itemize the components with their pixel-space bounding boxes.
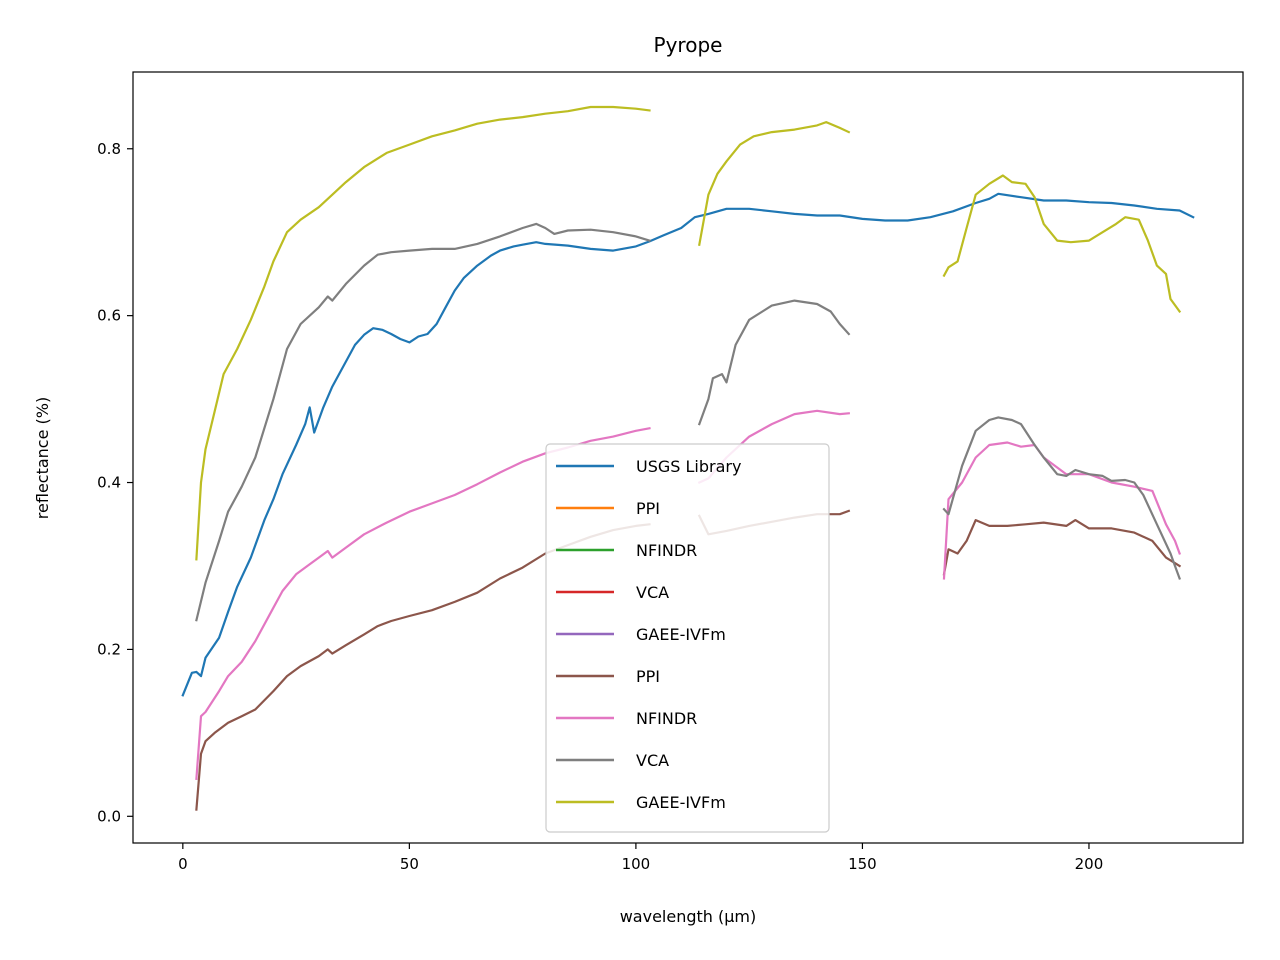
series-line-5-segment-2 [942,519,1182,576]
series-line-8-segment-0 [195,105,651,561]
series-line-8-segment-1 [698,121,851,246]
legend-label: USGS Library [636,457,741,476]
y-axis-label: reflectance (%) [33,397,52,519]
x-tick-label: 100 [622,855,651,873]
legend-box [545,443,830,833]
x-tick-label: 50 [400,855,419,873]
x-tick-label: 150 [848,855,877,873]
chart-title: Pyrope [654,33,723,57]
legend-label: PPI [636,499,660,518]
x-axis-label: wavelength (μm) [620,907,757,926]
legend-label: NFINDR [636,709,697,728]
x-tick-label: 0 [178,855,188,873]
legend-label: GAEE-IVFm [636,793,726,812]
y-tick-label: 0.2 [97,640,121,658]
series-line-7-segment-2 [942,416,1182,580]
series-line-8-segment-2 [942,174,1182,314]
axes-frame [132,71,1244,844]
series-line-7-segment-1 [697,299,851,426]
legend-label: VCA [636,751,669,770]
series-line-7-segment-0 [195,222,651,622]
y-tick-label: 0.0 [97,807,121,825]
legend: USGS Library PPI NFINDR VCA GAEE-IVFm PPI NFIN… [545,443,830,833]
legend-label: NFINDR [636,541,697,560]
y-tick-label: 0.8 [97,140,121,158]
legend-label: PPI [636,667,660,686]
axes: 0 50 100 150 200 0.0 0.2 0.4 0.6 0.8 [97,71,1244,873]
legend-label: VCA [636,583,669,602]
y-tick-label: 0.6 [97,307,121,325]
series-line-0-segment-0 [181,192,1195,697]
legend-label: GAEE-IVFm [636,625,726,644]
y-tick-label: 0.4 [97,474,121,492]
x-tick-label: 200 [1075,855,1104,873]
